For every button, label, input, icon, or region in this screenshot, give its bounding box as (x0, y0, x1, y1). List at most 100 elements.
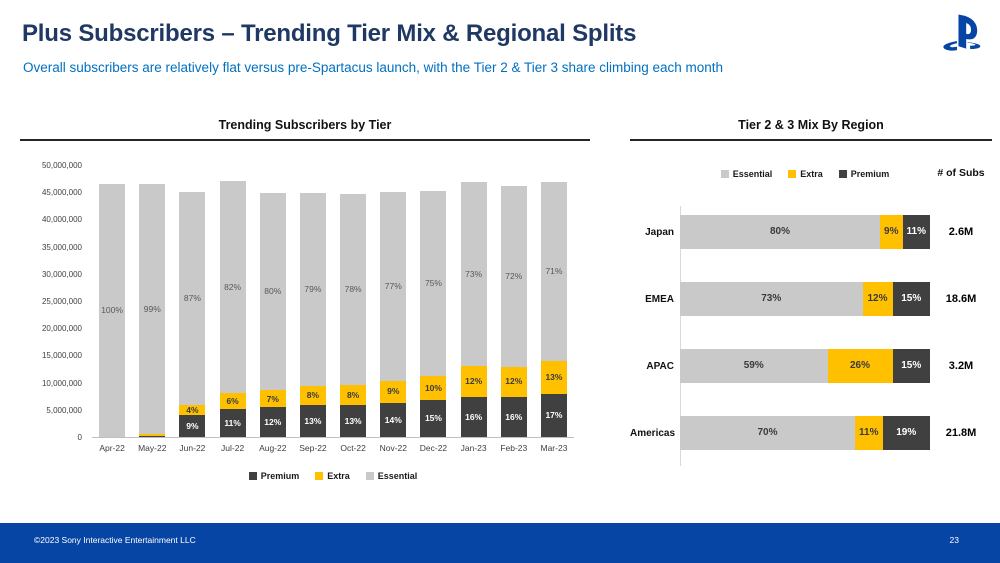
stacked-bar: 79% 8% 13% (299, 193, 326, 437)
extra-segment: 13% (540, 361, 567, 394)
legend-item-extra: Extra (788, 169, 823, 179)
legend-label: Extra (800, 169, 823, 179)
essential-segment: 100% (99, 184, 126, 437)
extra-segment: 11% (855, 416, 883, 450)
bar-column-jun-22: 87% 4% 9% (172, 166, 212, 437)
segment-percent-label: 13% (344, 415, 362, 426)
bar-column-may-22: 99% (132, 166, 172, 437)
extra-segment: 9% (380, 380, 407, 403)
region-title-rule (630, 139, 992, 141)
subs-value: 18.6M (945, 293, 977, 305)
footer-bar: ©2023 Sony Interactive Entertainment LLC… (0, 523, 1000, 563)
premium-segment: 16% (460, 396, 487, 437)
x-tick-label: Mar-23 (540, 443, 568, 453)
segment-percent-label: 70% (757, 427, 778, 438)
segment-percent-label: 73% (761, 293, 782, 304)
segment-percent-label: 73% (465, 268, 483, 279)
x-axis-labels: Apr-22 May-22 Jun-22 Jul-22 Aug-22 Sep-22 Oct-… (92, 443, 574, 453)
segment-percent-label: 4% (186, 404, 199, 415)
subs-value: 3.2M (948, 360, 974, 372)
trend-chart-title: Trending Subscribers by Tier (218, 118, 392, 132)
premium-segment: 15% (420, 400, 447, 437)
segment-percent-label: 59% (743, 360, 764, 371)
segment-percent-label: 9% (186, 420, 199, 431)
region-stacked-bar: 80% 9% 11% (680, 215, 930, 249)
x-tick-label: Sep-22 (299, 443, 327, 453)
segment-percent-label: 6% (226, 395, 239, 406)
region-stacked-bar: 70% 11% 19% (680, 416, 930, 450)
y-tick-label: 10,000,000 (41, 378, 82, 388)
y-tick-label: 0 (77, 433, 82, 442)
extra-segment: 8% (299, 385, 326, 406)
extra-segment: 12% (500, 366, 527, 397)
premium-segment: 16% (500, 396, 527, 437)
essential-segment: 73% (680, 282, 863, 316)
x-tick-label: May-22 (138, 443, 167, 453)
segment-percent-label: 77% (384, 281, 402, 292)
segment-percent-label: 15% (901, 293, 922, 304)
x-tick-label: Feb-23 (500, 443, 528, 453)
extra-segment: 9% (880, 215, 903, 249)
legend-item-premium: Premium (248, 471, 300, 481)
y-tick-label: 50,000,000 (41, 161, 82, 170)
segment-percent-label: 26% (849, 360, 870, 371)
segment-percent-label: 10% (424, 382, 442, 393)
legend-item-premium: Premium (838, 169, 889, 179)
y-tick-label: 35,000,000 (41, 242, 82, 252)
region-label: Japan (645, 226, 674, 238)
segment-percent-label: 72% (505, 270, 523, 281)
premium-segment: 15% (892, 349, 930, 383)
extra-segment: 6% (219, 393, 246, 409)
x-tick-label: Jan-23 (460, 443, 487, 453)
region-legend: Essential Extra Premium (680, 169, 930, 179)
premium-swatch-icon (248, 472, 257, 480)
segment-percent-label: 16% (505, 411, 523, 422)
segment-percent-label: 11% (906, 226, 926, 237)
copyright-text: ©2023 Sony Interactive Entertainment LLC (34, 535, 196, 545)
region-chart-body: Essential Extra Premium # of Subs Japan 80%… (630, 141, 992, 523)
premium-swatch-icon (838, 170, 847, 178)
essential-segment: 72% (500, 185, 527, 367)
region-chart-panel: Tier 2 & 3 Mix By Region Essential Extra P… (630, 112, 992, 523)
extra-segment: 12% (460, 366, 487, 397)
extra-segment (139, 434, 166, 437)
legend-item-extra: Extra (315, 471, 350, 481)
segment-percent-label: 80% (264, 286, 282, 297)
y-axis: 50,000,000 45,000,000 40,000,000 35,000,000… (20, 161, 82, 442)
extra-swatch-icon (315, 472, 324, 480)
segment-percent-label: 75% (424, 278, 442, 289)
essential-segment: 79% (299, 193, 326, 386)
legend-label: Extra (327, 471, 350, 481)
region-label: Americas (630, 427, 676, 439)
essential-segment: 78% (340, 193, 367, 386)
x-tick-label: Aug-22 (259, 443, 287, 453)
segment-percent-label: 11% (224, 417, 241, 428)
x-tick-label: Jun-22 (179, 443, 206, 453)
trend-legend: Premium Extra Essential (92, 471, 574, 481)
premium-segment: 11% (219, 408, 246, 437)
bar-column-jan-23: 73% 12% 16% (454, 166, 494, 437)
y-tick-label: 20,000,000 (41, 324, 82, 334)
stacked-bar: 73% 12% 16% (460, 182, 487, 437)
trend-chart-panel: Trending Subscribers by Tier 50,000,000 4… (20, 112, 590, 523)
segment-percent-label: 13% (304, 415, 322, 426)
stacked-bar: 99% (139, 183, 166, 437)
essential-swatch-icon (720, 170, 729, 178)
segment-percent-label: 7% (266, 393, 279, 404)
legend-label: Premium (260, 471, 300, 481)
essential-segment: 71% (540, 181, 567, 362)
segment-percent-label: 78% (344, 284, 362, 295)
y-tick-label: 15,000,000 (41, 351, 82, 361)
segment-percent-label: 100% (101, 305, 123, 316)
bar-column-mar-23: 71% 13% 17% (534, 166, 574, 437)
segment-percent-label: 79% (304, 284, 322, 295)
bar-column-apr-22: 100% (92, 166, 132, 437)
segment-percent-label: 16% (465, 411, 483, 422)
y-tick-label: 30,000,000 (41, 269, 82, 279)
premium-segment: 13% (340, 405, 367, 437)
bar-column-jul-22: 82% 6% 11% (213, 166, 253, 437)
region-label: APAC (646, 360, 674, 372)
region-stacked-bar: 59% 26% 15% (680, 349, 930, 383)
region-row-americas: Americas 70% 11% 19% 21.8M (630, 416, 992, 450)
